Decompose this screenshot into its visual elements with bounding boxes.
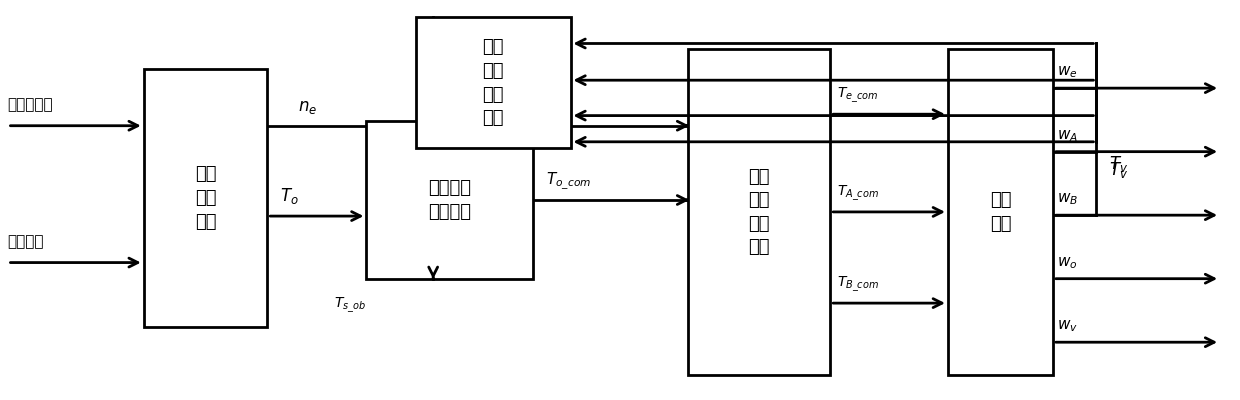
Text: 动态
协调
控制
策略: 动态 协调 控制 策略 xyxy=(749,168,770,256)
Bar xyxy=(415,17,570,148)
Text: 能量
管理
策略: 能量 管理 策略 xyxy=(195,166,216,231)
Text: $w_A$: $w_A$ xyxy=(1056,128,1078,144)
Text: $T_{B\_com}$: $T_{B\_com}$ xyxy=(837,275,879,294)
Text: $T_o$: $T_o$ xyxy=(280,186,299,206)
Text: $n_e$: $n_e$ xyxy=(299,98,317,116)
Text: 执行
机构: 执行 机构 xyxy=(990,191,1011,233)
Bar xyxy=(947,49,1053,375)
Text: $T_{A\_com}$: $T_{A\_com}$ xyxy=(837,184,879,203)
Text: $T_v$: $T_v$ xyxy=(1109,154,1128,174)
Text: 驾驶员意图: 驾驶员意图 xyxy=(7,97,53,112)
Bar xyxy=(144,69,268,327)
Text: $T_{e\_com}$: $T_{e\_com}$ xyxy=(837,86,878,106)
Text: $w_v$: $w_v$ xyxy=(1056,318,1078,334)
Text: $T_{o\_com}$: $T_{o\_com}$ xyxy=(546,171,591,192)
Text: 整车状态: 整车状态 xyxy=(7,234,45,249)
Text: $T_{s\_ob}$: $T_{s\_ob}$ xyxy=(335,295,366,315)
Bar xyxy=(688,49,831,375)
Text: 扭振主动
控制策略: 扭振主动 控制策略 xyxy=(428,179,471,221)
Text: $w_e$: $w_e$ xyxy=(1056,64,1078,80)
Text: $w_B$: $w_B$ xyxy=(1056,192,1078,207)
Text: $w_o$: $w_o$ xyxy=(1056,255,1078,271)
Text: $T_v$: $T_v$ xyxy=(1109,160,1128,180)
Text: 驱动
轴转
矩观
测器: 驱动 轴转 矩观 测器 xyxy=(482,38,503,127)
Bar xyxy=(366,120,533,280)
